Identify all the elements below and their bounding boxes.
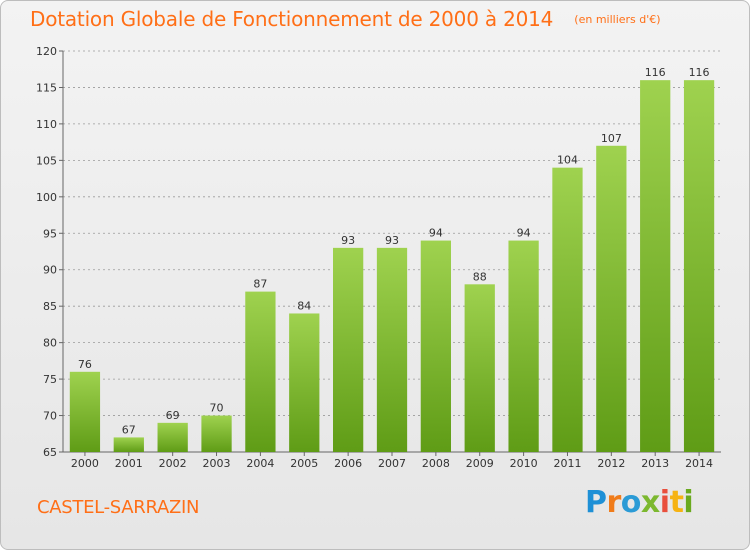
bar-2013 <box>640 80 671 452</box>
logo-letter: x <box>640 485 660 520</box>
x-tick-label: 2012 <box>597 457 625 470</box>
data-label: 116 <box>689 66 710 79</box>
data-label: 93 <box>385 234 399 247</box>
bar-2004 <box>245 291 276 452</box>
x-tick-label: 2013 <box>641 457 669 470</box>
y-tick-label: 105 <box>36 154 57 167</box>
data-label: 94 <box>517 227 531 240</box>
bar-2008 <box>420 240 452 452</box>
bar-2010 <box>508 240 539 452</box>
data-label: 94 <box>429 227 443 240</box>
bar-2000 <box>69 371 101 452</box>
bar-2002 <box>157 422 188 452</box>
x-tick-label: 2002 <box>159 457 187 470</box>
x-tick-label: 2006 <box>334 457 362 470</box>
x-tick-label: 2000 <box>71 457 99 470</box>
data-label: 84 <box>297 299 311 312</box>
x-tick-labels: 2000 2001 2002 2003 2004 2005 2006 2007 2008 2009… <box>71 457 713 470</box>
data-label: 67 <box>122 423 136 436</box>
proxiti-logo[interactable]: Proxiti <box>585 485 694 520</box>
bar-2007 <box>376 247 408 452</box>
y-tick-label: 75 <box>43 373 57 386</box>
x-tick-label: 2009 <box>466 457 494 470</box>
bar-2001 <box>113 437 144 452</box>
y-tick-label: 120 <box>36 45 57 58</box>
y-tick-labels: 65 70 75 80 85 90 95 100 105 110 115 120 <box>36 45 57 459</box>
y-tick-label: 80 <box>43 337 57 350</box>
data-label: 87 <box>253 278 267 291</box>
data-label: 104 <box>557 154 578 167</box>
data-label: 93 <box>341 234 355 247</box>
bar-2014 <box>683 80 715 452</box>
x-tick-label: 2004 <box>246 457 274 470</box>
data-label: 107 <box>601 132 622 145</box>
bar-2009 <box>464 284 495 452</box>
bar-2005 <box>289 313 320 452</box>
data-label: 116 <box>645 66 666 79</box>
bars <box>69 80 715 453</box>
bar-2006 <box>332 247 364 452</box>
x-tick-label: 2011 <box>553 457 581 470</box>
data-label: 88 <box>473 270 487 283</box>
bar-2012 <box>596 145 627 453</box>
y-tick-label: 95 <box>43 227 57 240</box>
bar-2011 <box>552 167 583 452</box>
y-tick-label: 90 <box>43 264 57 277</box>
x-tick-label: 2001 <box>115 457 143 470</box>
logo-letter: i <box>659 485 670 520</box>
x-tick-label: 2007 <box>378 457 406 470</box>
y-tick-label: 65 <box>43 446 57 459</box>
logo-letter: t <box>669 485 684 520</box>
data-label: 76 <box>78 358 92 371</box>
bar-2003 <box>201 415 232 452</box>
data-label: 69 <box>166 409 180 422</box>
y-tick-label: 85 <box>43 300 57 313</box>
x-tick-label: 2003 <box>203 457 231 470</box>
chart-subtitle: (en milliers d'€) <box>574 13 661 26</box>
logo-letter: i <box>683 485 694 520</box>
chart-title: Dotation Globale de Fonctionnement de 20… <box>30 7 554 31</box>
place-name: CASTEL-SARRAZIN <box>37 497 200 518</box>
logo-letter: r <box>606 485 622 520</box>
x-tick-label: 2005 <box>290 457 318 470</box>
data-labels: 76 67 69 70 87 84 93 93 94 88 94 104 107 116 116 <box>78 66 710 436</box>
title-row: Dotation Globale de Fonctionnement de 20… <box>30 7 661 31</box>
y-tick-label: 70 <box>43 410 57 423</box>
x-tick-label: 2008 <box>422 457 450 470</box>
x-tick-label: 2010 <box>510 457 538 470</box>
logo-letter: P <box>585 485 607 520</box>
x-tick-label: 2014 <box>685 457 713 470</box>
logo-letter: o <box>620 485 642 520</box>
data-label: 70 <box>210 402 224 415</box>
y-tick-label: 115 <box>36 81 57 94</box>
y-tick-label: 110 <box>36 118 57 131</box>
y-tick-label: 100 <box>36 191 57 204</box>
